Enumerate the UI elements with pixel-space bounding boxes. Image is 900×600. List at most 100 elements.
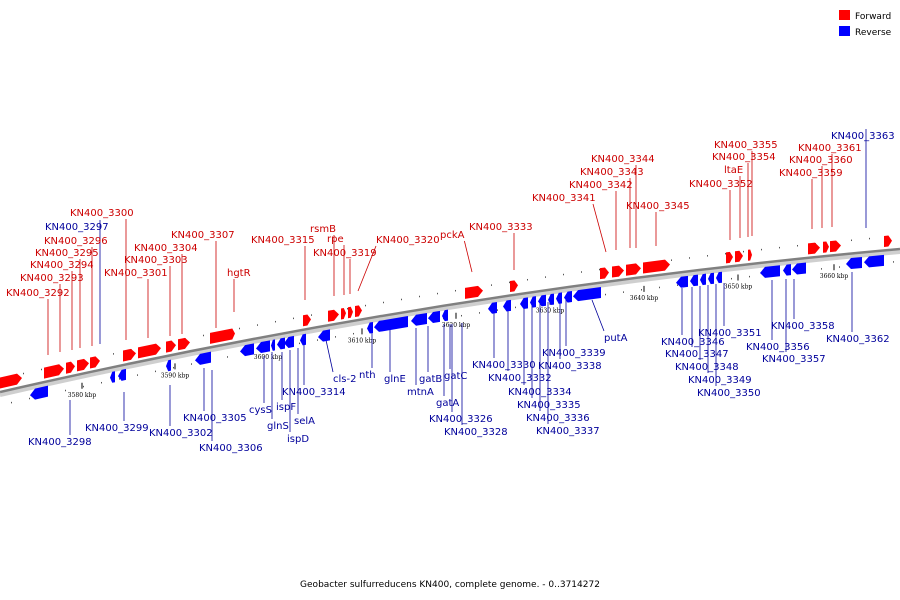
- legend: Forward Reverse: [839, 10, 892, 38]
- reverse-gene-arrow: [118, 368, 126, 381]
- gene-label-kn400-3363: KN400_3363: [831, 131, 895, 142]
- minor-tick: [689, 257, 690, 259]
- minor-tick: [419, 295, 420, 298]
- forward-gene-arrow: [138, 343, 161, 359]
- gene-label-kn400-3293: KN400_3293: [20, 273, 84, 284]
- minor-tick: [353, 332, 354, 335]
- minor-tick: [623, 291, 624, 293]
- reverse-gene-arrow: [530, 296, 536, 308]
- minor-tick: [41, 368, 42, 371]
- minor-tick: [797, 244, 798, 247]
- minor-tick: [347, 307, 348, 310]
- tick-label: 3600 kbp: [254, 354, 283, 361]
- gene-label-kn400-3341: KN400_3341: [532, 193, 596, 204]
- gene-label-pcka: pckA: [440, 230, 465, 241]
- gene-label-kn400-3334: KN400_3334: [508, 387, 572, 398]
- gene-label-kn400-3355: KN400_3355: [714, 140, 778, 151]
- gene-label-kn400-3349: KN400_3349: [688, 375, 752, 386]
- minor-tick: [509, 281, 510, 284]
- forward-gene-arrow: [830, 240, 841, 253]
- gene-label-kn400-3315: KN400_3315: [251, 235, 315, 246]
- minor-tick: [455, 289, 456, 292]
- minor-tick: [101, 381, 102, 384]
- forward-gene-arrow: [123, 348, 136, 362]
- gene-label-kn400-3360: KN400_3360: [789, 155, 853, 166]
- forward-gene-arrow: [735, 250, 743, 263]
- reverse-gene-arrow: [690, 274, 698, 287]
- reverse-gene-arrow: [428, 310, 440, 323]
- minor-tick: [461, 314, 462, 317]
- reverse-gene-arrow: [564, 291, 572, 303]
- minor-tick: [599, 268, 600, 271]
- gene-label-kn400-3356: KN400_3356: [746, 342, 810, 353]
- forward-gene-arrow: [90, 356, 100, 369]
- minor-tick: [725, 252, 726, 255]
- gene-label-gata: gatA: [436, 398, 459, 409]
- reverse-gene-arrow: [442, 309, 448, 322]
- forward-gene-arrow: [66, 361, 75, 374]
- leader-line: [591, 299, 605, 332]
- gene-label-kn400-3292: KN400_3292: [6, 288, 70, 299]
- leader-lines: [47, 129, 867, 441]
- gene-label-puta: putA: [604, 333, 628, 344]
- minor-tick: [203, 334, 204, 337]
- tick-label: 3590 kbp: [161, 372, 190, 379]
- minor-tick: [497, 309, 498, 311]
- gene-label-kn400-3350: KN400_3350: [697, 388, 761, 399]
- gene-label-cyss: cysS: [249, 405, 272, 416]
- gene-label-kn400-3358: KN400_3358: [771, 321, 835, 332]
- reverse-gene-arrow: [556, 292, 562, 304]
- minor-tick: [113, 353, 114, 355]
- reverse-gene-arrow: [538, 294, 546, 307]
- forward-gene-arrow: [612, 265, 624, 278]
- minor-tick: [275, 320, 276, 323]
- minor-tick: [257, 324, 258, 326]
- reverse-gene-arrow: [284, 335, 294, 348]
- minor-tick: [383, 301, 384, 304]
- minor-tick: [761, 248, 762, 251]
- gene-label-sela: selA: [294, 416, 315, 427]
- gene-label-rpe: rpe: [327, 234, 344, 245]
- gene-label-nth: nth: [359, 370, 376, 381]
- forward-gene-arrow: [166, 340, 176, 353]
- minor-tick: [869, 237, 870, 240]
- leader-line: [357, 245, 377, 292]
- tick-label: 3630 kbp: [536, 308, 565, 315]
- minor-tick: [671, 259, 672, 261]
- reverse-gene-arrow: [271, 339, 275, 351]
- forward-gene-arrow: [808, 242, 820, 255]
- gene-label-kn400-3303: KN400_3303: [124, 255, 188, 266]
- reverse-gene-arrow: [488, 301, 497, 314]
- gene-label-kn400-3338: KN400_3338: [538, 361, 602, 372]
- gene-label-kn400-3333: KN400_3333: [469, 222, 533, 233]
- forward-gene-arrow: [823, 241, 829, 253]
- reverse-gene-arrow: [783, 264, 791, 276]
- gene-label-glne: glnE: [384, 374, 406, 385]
- gene-label-hgtr: hgtR: [227, 268, 251, 279]
- forward-gene-arrow: [229, 328, 235, 341]
- reverse-gene-arrow: [760, 265, 780, 278]
- gene-label-kn400-3352: KN400_3352: [689, 179, 753, 190]
- reverse-gene-arrow: [503, 299, 511, 312]
- reverse-gene-arrow: [374, 316, 408, 332]
- reverse-gene-arrow: [30, 385, 48, 400]
- reverse-gene-arrow: [300, 333, 306, 346]
- gene-label-mtna: mtnA: [407, 387, 434, 398]
- gene-label-kn400-3351: KN400_3351: [698, 328, 762, 339]
- tick-label: 3640 kbp: [630, 295, 659, 302]
- gene-label-kn400-3343: KN400_3343: [580, 167, 644, 178]
- minor-tick: [659, 286, 660, 289]
- reverse-gene-arrow: [520, 297, 528, 309]
- minor-tick: [731, 277, 732, 280]
- gene-label-kn400-3297: KN400_3297: [45, 222, 109, 233]
- minor-tick: [479, 312, 480, 314]
- minor-tick: [545, 276, 546, 278]
- backbone-line: [0, 247, 900, 394]
- reverse-gene-arrow: [240, 343, 254, 357]
- gene-label-kn400-3357: KN400_3357: [762, 354, 826, 365]
- tick-label: 3650 kbp: [724, 283, 753, 290]
- gene-label-kn400-3319: KN400_3319: [313, 248, 377, 259]
- gene-label-kn400-3348: KN400_3348: [675, 362, 739, 373]
- minor-tick: [227, 356, 228, 358]
- minor-tick: [23, 372, 24, 375]
